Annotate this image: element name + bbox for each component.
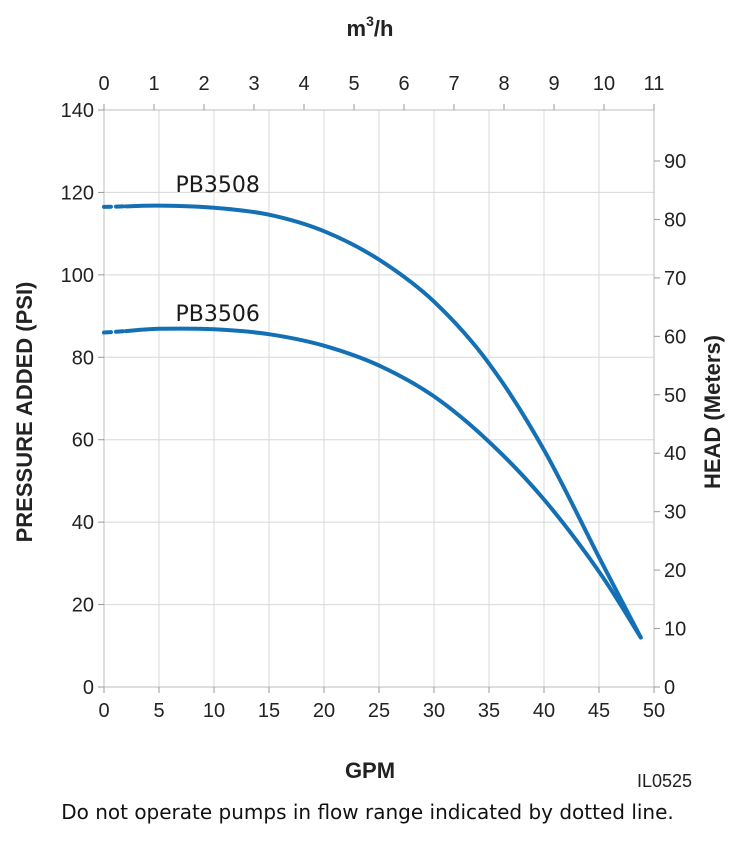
- top-tick-label: 2: [198, 73, 209, 95]
- right-tick-label: 50: [664, 385, 686, 407]
- top-tick-label: 10: [593, 73, 615, 95]
- bottom-axis-title: GPM: [345, 758, 395, 783]
- left-axis-ticks: 0 20 40 60 80 100 120 140: [61, 100, 104, 699]
- bottom-tick-label: 5: [153, 700, 164, 722]
- top-tick-label: 11: [644, 73, 665, 95]
- bottom-tick-label: 30: [423, 700, 445, 722]
- series-lines: PB3508 PB3506: [102, 173, 643, 640]
- top-axis-ticks: 0 1 2 3 4 5 6 7 8 9 10 11: [98, 73, 664, 110]
- series-dotted-start-pb3506: [102, 329, 128, 335]
- bottom-tick-label: 0: [98, 700, 109, 722]
- figure-code: IL0525: [637, 771, 692, 790]
- bottom-tick-label: 10: [203, 700, 225, 722]
- series-line-pb3506: [124, 326, 643, 640]
- top-tick-label: 4: [298, 73, 309, 95]
- pump-curve-chart: 0 5 10 15 20 25 30 35 40 45 50 020406080100120140 …: [12, 13, 725, 790]
- bottom-tick-label: 20: [313, 700, 335, 722]
- left-tick-label: 20: [72, 595, 94, 617]
- left-tick-label: 60: [72, 430, 94, 452]
- top-tick-label: 1: [148, 73, 159, 95]
- left-tick-label: 100: [61, 265, 94, 287]
- bottom-axis-ticks: 0 5 10 15 20 25 30 35 40 45 50: [98, 687, 665, 722]
- right-tick-label: 90: [664, 151, 686, 173]
- top-tick-label: 9: [548, 73, 559, 95]
- bottom-tick-label: 50: [643, 700, 665, 722]
- right-tick-label: 80: [664, 209, 686, 231]
- bottom-tick-label: 40: [533, 700, 555, 722]
- footnote: Do not operate pumps in flow range indic…: [61, 800, 674, 824]
- right-axis-ticks: 0 10 20 30 40 50 60 70 80 90: [654, 151, 686, 699]
- right-tick-label: 40: [664, 443, 686, 465]
- left-tick-label: 80: [72, 347, 94, 369]
- left-tick-label: 40: [72, 512, 94, 534]
- top-tick-label: 7: [448, 73, 459, 95]
- bottom-tick-label: 25: [368, 700, 390, 722]
- top-tick-label: 8: [498, 73, 509, 95]
- series-label-pb3506: PB3506: [176, 302, 260, 327]
- top-tick-label: 5: [348, 73, 359, 95]
- top-tick-label: 6: [398, 73, 409, 95]
- right-axis-title: HEAD (Meters): [700, 335, 725, 489]
- right-tick-label: 30: [664, 502, 686, 524]
- right-tick-label: 0: [664, 677, 675, 699]
- series-line-pb3508: [124, 203, 643, 640]
- top-tick-label: 0: [98, 73, 109, 95]
- right-tick-label: 70: [664, 268, 686, 290]
- left-tick-label: 140: [61, 100, 94, 122]
- top-axis-title: m3/h: [347, 13, 394, 41]
- left-tick-label: 0: [83, 677, 94, 699]
- left-axis-title: PRESSURE ADDED (PSI): [12, 282, 37, 543]
- bottom-tick-label: 35: [478, 700, 500, 722]
- left-tick-label: 120: [61, 182, 94, 204]
- right-tick-label: 20: [664, 560, 686, 582]
- right-tick-label: 60: [664, 326, 686, 348]
- bottom-tick-label: 45: [588, 700, 610, 722]
- bottom-tick-label: 15: [258, 700, 280, 722]
- series-label-pb3508: PB3508: [176, 173, 260, 198]
- top-tick-label: 3: [248, 73, 259, 95]
- right-tick-label: 10: [664, 619, 686, 641]
